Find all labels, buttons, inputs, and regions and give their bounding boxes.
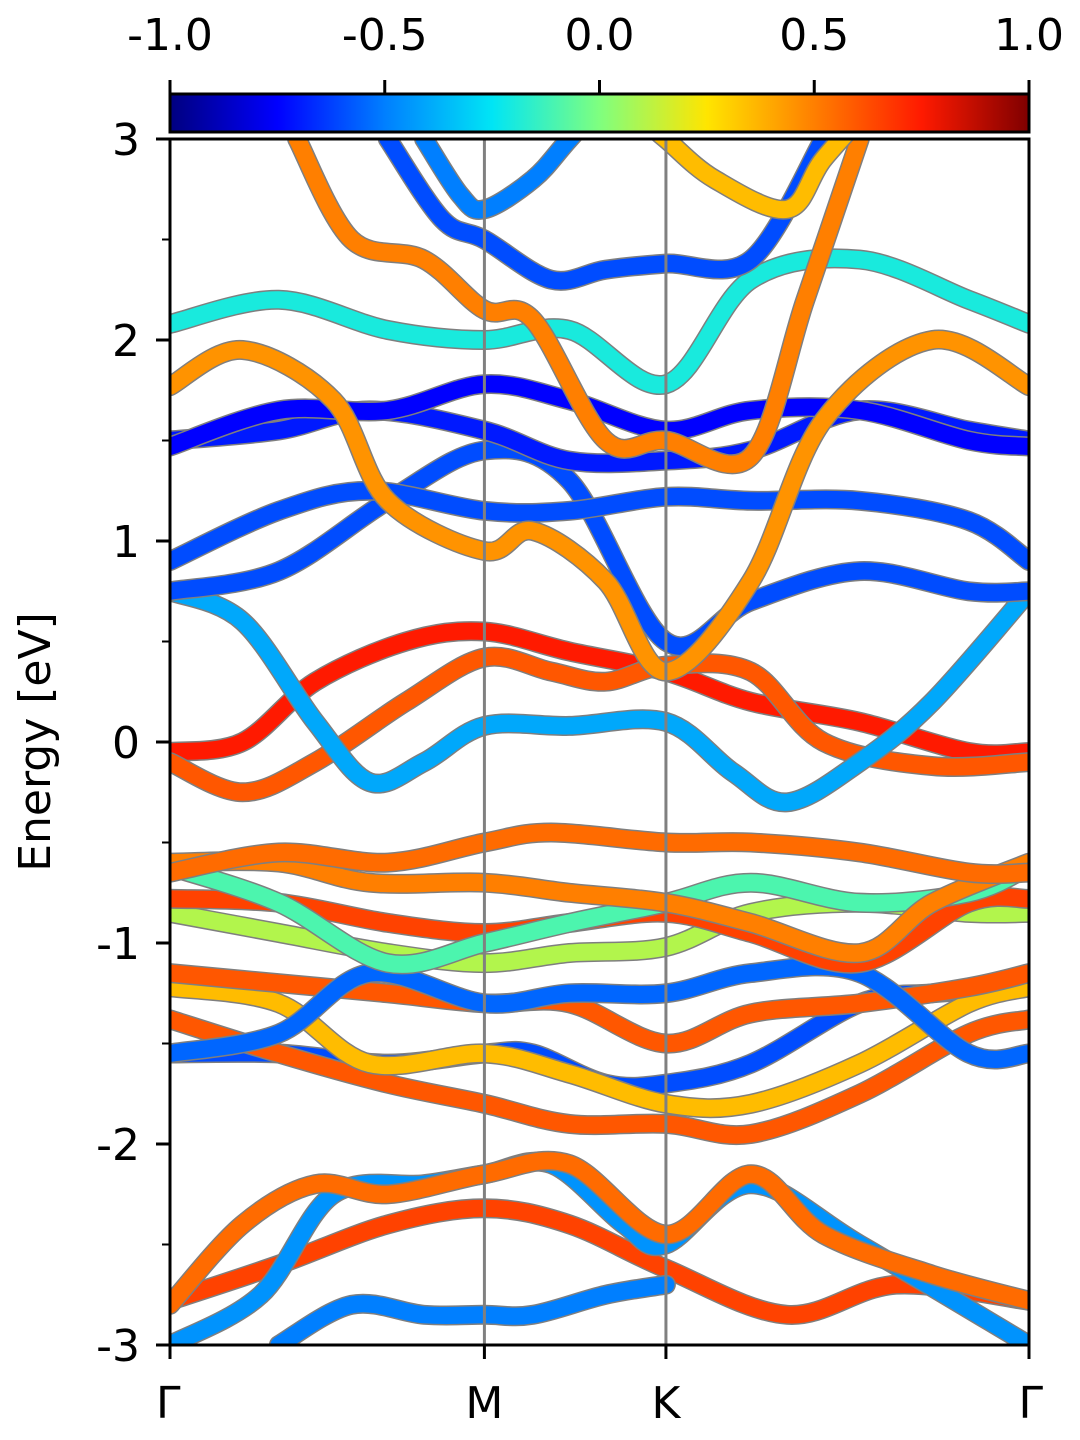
band-line <box>170 375 1029 455</box>
band-line <box>415 139 581 219</box>
band-16 <box>170 646 1029 803</box>
band-line <box>288 139 869 473</box>
band-line <box>170 1152 1029 1314</box>
x-tick-label: K <box>652 1378 682 1429</box>
band-26 <box>414 139 583 220</box>
colorbar-tick-label: -1.0 <box>127 10 213 61</box>
band-line <box>170 852 1029 962</box>
band-6 <box>170 1009 1029 1146</box>
colorbar-tick-label: 1.0 <box>994 10 1064 61</box>
band-line <box>170 978 1029 1117</box>
y-tick-label: 1 <box>112 517 140 568</box>
bands-layer <box>170 139 1029 1345</box>
band-line <box>170 1010 1029 1144</box>
y-axis-label: Energy [eV] <box>10 612 61 872</box>
colorbar-tick-label: 0.0 <box>565 10 635 61</box>
band-line <box>170 582 1029 811</box>
colorbar: -1.0 -0.5 0.0 0.5 1.0 <box>127 10 1064 134</box>
band-17 <box>170 581 1029 813</box>
band-13 <box>170 851 1029 964</box>
band-3 <box>170 1150 1029 1315</box>
band-1 <box>170 1198 1029 1325</box>
band-12 <box>170 856 1029 975</box>
band-line <box>270 1276 675 1345</box>
band-line <box>652 139 853 219</box>
x-tick-label: M <box>465 1378 503 1429</box>
band-line <box>379 139 832 290</box>
y-tick-label: 0 <box>112 718 140 769</box>
band-line <box>170 824 1029 883</box>
y-tick-label: -2 <box>96 1120 140 1171</box>
y-tick-label: -1 <box>96 919 140 970</box>
band-line <box>170 957 1029 1068</box>
band-line <box>170 1199 1029 1324</box>
band-line <box>170 482 1029 570</box>
y-tick-label: 3 <box>112 115 140 166</box>
band-7 <box>170 977 1029 1119</box>
band-line <box>170 858 1029 973</box>
band-22 <box>170 329 1029 682</box>
x-tick-label: Γ <box>1018 1378 1043 1429</box>
colorbar-tick-label: -0.5 <box>342 10 428 61</box>
band-21 <box>170 374 1029 457</box>
band-27 <box>650 139 855 220</box>
band-9 <box>170 956 1029 1070</box>
x-tick-label: Γ <box>156 1378 181 1429</box>
band-18 <box>170 439 1029 657</box>
band-19 <box>170 480 1029 572</box>
band-line <box>170 440 1029 655</box>
band-25 <box>377 139 834 291</box>
colorbar-ticks: -1.0 -0.5 0.0 0.5 1.0 <box>127 10 1064 94</box>
colorbar-tick-label: 0.5 <box>779 10 849 61</box>
y-tick-label: -3 <box>96 1321 140 1372</box>
band-14 <box>170 822 1029 885</box>
band-line <box>170 648 1029 801</box>
y-tick-label: 2 <box>112 316 140 367</box>
y-axis: -3 -2 -1 0 1 2 3 <box>96 115 170 1372</box>
band-line <box>170 331 1029 681</box>
high-symmetry-lines <box>482 139 668 1345</box>
band-23 <box>170 248 1029 395</box>
band-24 <box>287 139 870 475</box>
band-line <box>170 249 1029 394</box>
colorbar-bar <box>168 92 1031 134</box>
band-4 <box>268 1274 676 1345</box>
